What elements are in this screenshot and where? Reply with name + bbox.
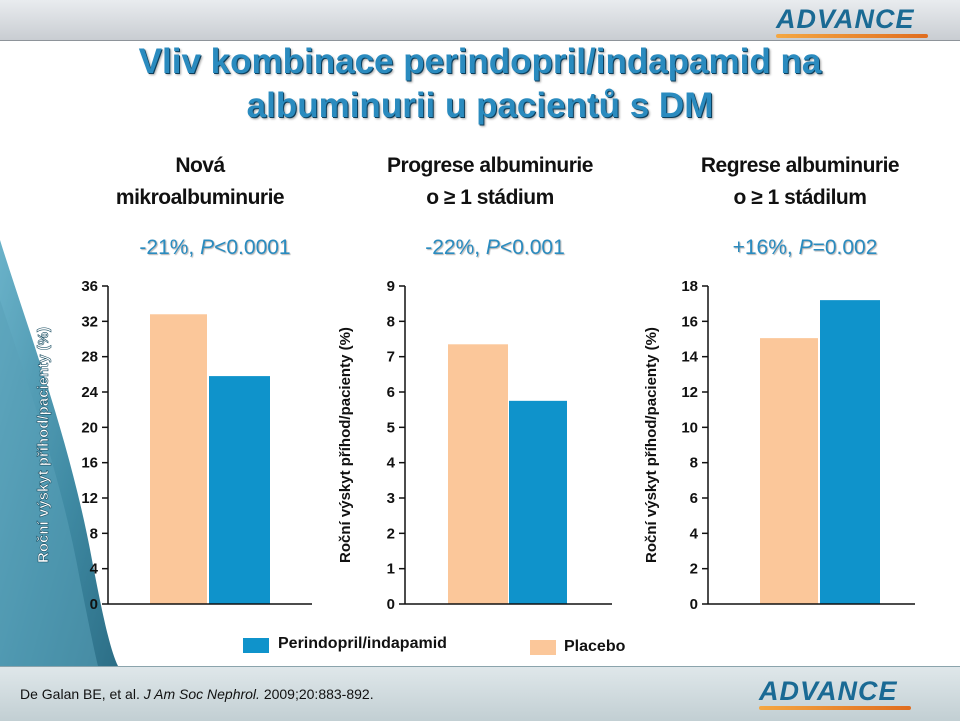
chart-1-y-axis-label: Roční výskyt příhod/pacienty (%): [35, 327, 52, 563]
chart-1-tick-label-8: 32: [81, 313, 98, 330]
panel-1-heading-line-1: Nová: [175, 154, 225, 177]
slide-title-line-2: albuminurii u pacientů s DM: [246, 86, 714, 125]
panel-3-stat: +16%, P=0.002: [660, 236, 950, 260]
chart-3-bar-placebo: [760, 338, 818, 604]
chart-1-tick-label-3: 12: [81, 490, 98, 507]
chart-3-tick-label-1: 2: [690, 561, 698, 578]
chart-3-tick-label-0: 0: [690, 596, 698, 613]
panel-2-heading-line-1: Progrese albuminurie: [387, 154, 593, 177]
panel-3-heading: Regrese albuminurie o ≥ 1 stádilum: [650, 150, 950, 214]
panel-1-effect: -21%,: [139, 236, 201, 259]
panel-2-heading-line-2: o ≥ 1 stádium: [426, 186, 554, 209]
chart-3-tick-label-6: 12: [681, 384, 698, 401]
chart-3-tick-label-8: 16: [681, 313, 698, 330]
citation-authors: De Galan BE, et al.: [20, 686, 140, 702]
chart-3-tick-label-5: 10: [681, 419, 698, 436]
chart-1-tick-label-2: 8: [90, 525, 98, 542]
chart-1-tick-label-0: 0: [90, 596, 98, 613]
logo-swoosh-top: [776, 34, 928, 38]
chart-3-tick-label-9: 18: [681, 278, 698, 295]
panel-1-stat: -21%, P<0.0001: [70, 236, 360, 260]
panel-2-p-value: <0.001: [499, 236, 565, 259]
chart-1-tick-label-5: 20: [81, 419, 98, 436]
footer-band: [0, 666, 960, 721]
citation-details: 2009;20:883-892.: [263, 686, 374, 702]
legend-swatch-placebo: [530, 640, 556, 655]
panel-2-p-symbol: P: [485, 236, 500, 259]
chart-1-tick-label-9: 36: [81, 278, 98, 295]
panel-3-heading-line-2: o ≥ 1 stádilum: [733, 186, 867, 209]
chart-1-bar-placebo: [150, 314, 207, 604]
chart-3-tick-label-2: 4: [690, 525, 699, 542]
panel-2-heading: Progrese albuminurie o ≥ 1 stádium: [340, 150, 640, 214]
advance-logo-bottom: ADVANCE: [759, 676, 898, 706]
panel-1-p-value: <0.0001: [214, 236, 291, 259]
panel-3-p-symbol: P: [798, 236, 813, 259]
chart-1-tick-label-7: 28: [81, 349, 98, 366]
header-band: [0, 0, 960, 41]
chart-3-tick-label-3: 6: [690, 490, 698, 507]
logo-swoosh-bottom: [759, 706, 911, 710]
chart-3-y-axis-label: Roční výskyt příhod/pacienty (%): [643, 327, 660, 563]
chart-3-tick-label-7: 14: [681, 349, 698, 366]
chart-2-tick-label-4: 4: [387, 455, 396, 472]
chart-1-bar-perindopril: [209, 376, 270, 604]
chart-2-tick-label-9: 9: [387, 278, 395, 295]
panel-1-heading-line-2: mikroalbuminurie: [115, 186, 285, 209]
legend-label-perindopril: Perindopril/indapamid: [278, 635, 447, 652]
panel-1-p-symbol: P: [200, 236, 215, 259]
chart-2-tick-label-5: 5: [387, 419, 395, 436]
chart-2-tick-label-3: 3: [387, 490, 395, 507]
chart-1-tick-label-4: 16: [81, 455, 98, 472]
chart-2-bar-perindopril: [509, 400, 567, 604]
chart-2-tick-label-6: 6: [387, 384, 395, 401]
panel-3-heading-line-1: Regrese albuminurie: [700, 154, 900, 177]
chart-2-tick-label-7: 7: [387, 349, 395, 366]
chart-2-bar-placebo: [448, 344, 508, 604]
chart-2-tick-label-2: 2: [387, 525, 395, 542]
citation-journal: J Am Soc Nephrol.: [143, 686, 260, 702]
chart-2-tick-label-1: 1: [387, 561, 395, 578]
chart-1-tick-label-1: 4: [90, 561, 99, 578]
chart-3-bar-perindopril: [820, 300, 880, 604]
legend-label-placebo: Placebo: [564, 638, 626, 655]
panel-2-effect: -22%,: [425, 236, 486, 259]
panel-3-effect: +16%,: [732, 236, 799, 259]
chart-2-tick-label-8: 8: [387, 313, 395, 330]
left-wave-decoration: [0, 240, 118, 666]
panel-3-p-value: =0.002: [812, 236, 878, 259]
slide-title-line-1: Vliv kombinace perindopril/indapamid na: [138, 42, 822, 81]
chart-3-tick-label-4: 8: [690, 455, 698, 472]
chart-2-y-axis-label: Roční výskyt příhod/pacienty (%): [337, 327, 354, 563]
advance-logo-top: ADVANCE: [776, 4, 915, 34]
citation: De Galan BE, et al. J Am Soc Nephrol. 20…: [20, 686, 374, 702]
slide-title: Vliv kombinace perindopril/indapamid na …: [40, 40, 920, 128]
chart-2-tick-label-0: 0: [387, 596, 395, 613]
panel-2-stat: -22%, P<0.001: [360, 236, 630, 260]
panel-1-heading: Nová mikroalbuminurie: [70, 150, 330, 214]
legend-swatch-perindopril: [243, 638, 269, 653]
chart-1-tick-label-6: 24: [81, 384, 98, 401]
